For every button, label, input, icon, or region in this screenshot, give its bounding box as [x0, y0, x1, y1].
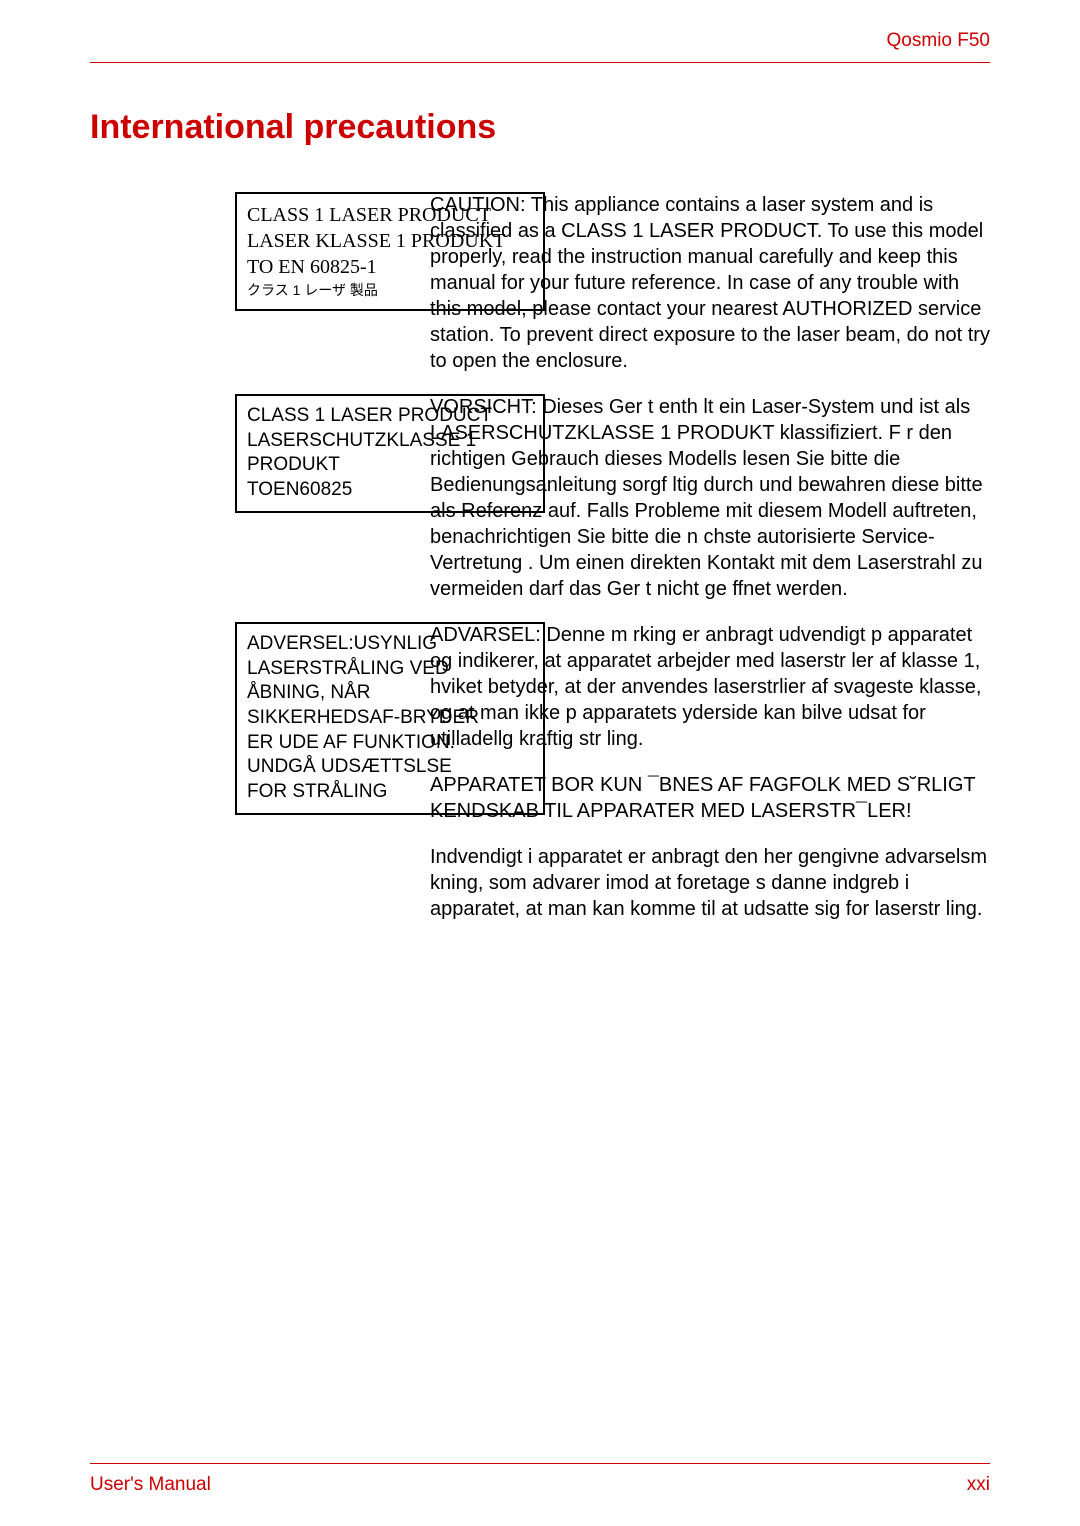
caution-paragraph-danish-1: ADVARSEL: Denne m rking er anbragt udven…: [430, 622, 990, 752]
text-column: ADVARSEL: Denne m rking er anbragt udven…: [430, 622, 990, 922]
text-column: VORSICHT: Dieses Ger t enth lt ein Laser…: [430, 394, 990, 602]
caution-paragraph-english: CAUTION: This appliance contains a laser…: [430, 192, 990, 374]
product-name: Qosmio F50: [887, 30, 990, 51]
page-footer: User's Manual xxi: [90, 1463, 990, 1496]
box-column: ADVERSEL:USYNLIG LASERSTRÅLING VED ÅBNIN…: [90, 622, 400, 815]
text-column: CAUTION: This appliance contains a laser…: [430, 192, 990, 374]
page-header: Qosmio F50: [90, 30, 990, 63]
precaution-row: CLASS 1 LASER PRODUCT LASERSCHUTZKLASSE …: [90, 394, 990, 602]
precaution-row: ADVERSEL:USYNLIG LASERSTRÅLING VED ÅBNIN…: [90, 622, 990, 922]
box-column: CLASS 1 LASER PRODUCT LASERSCHUTZKLASSE …: [90, 394, 400, 513]
content-area: CLASS 1 LASER PRODUCT LASER KLASSE 1 PRO…: [90, 192, 990, 922]
precaution-row: CLASS 1 LASER PRODUCT LASER KLASSE 1 PRO…: [90, 192, 990, 374]
caution-paragraph-german: VORSICHT: Dieses Ger t enth lt ein Laser…: [430, 394, 990, 602]
box-column: CLASS 1 LASER PRODUCT LASER KLASSE 1 PRO…: [90, 192, 400, 311]
caution-paragraph-danish-2: APPARATET BOR KUN ¯BNES AF FAGFOLK MED S…: [430, 772, 990, 824]
page-title: International precautions: [90, 108, 990, 147]
caution-paragraph-danish-3: Indvendigt i apparatet er anbragt den he…: [430, 844, 990, 922]
footer-left: User's Manual: [90, 1474, 211, 1496]
footer-right-page-number: xxi: [967, 1474, 990, 1496]
